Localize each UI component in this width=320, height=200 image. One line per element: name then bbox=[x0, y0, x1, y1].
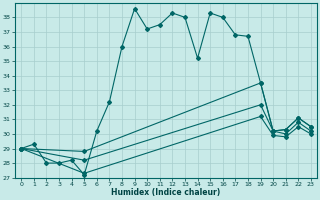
X-axis label: Humidex (Indice chaleur): Humidex (Indice chaleur) bbox=[111, 188, 221, 197]
